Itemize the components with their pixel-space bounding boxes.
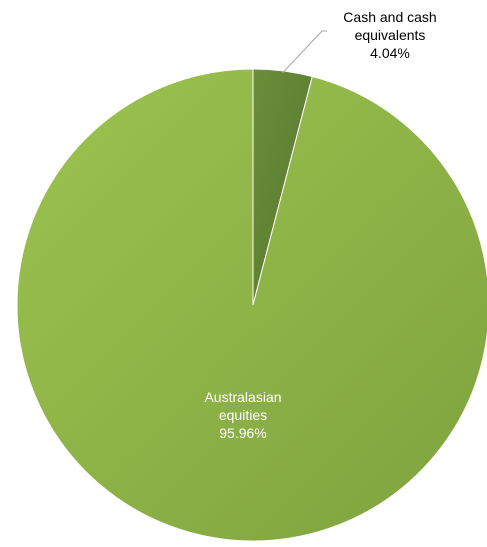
slice-name-line: Australasian [204,389,281,405]
slice-name-line: equivalents [355,27,426,43]
slice-label-1: Australasian equities 95.96% [204,389,281,441]
leader-line-0 [282,30,327,74]
pie-slices [16,68,487,542]
slice-label-0: Cash and cash equivalents 4.04% [343,9,436,61]
slice-value-label: 4.04% [370,45,410,61]
slice-name-line: equities [219,407,267,423]
pie-slice-australasian-equities [16,68,487,542]
slice-labels: Cash and cash equivalents 4.04% Australasia… [204,9,436,441]
slice-name-line: Cash and cash [343,9,436,25]
leader-lines [282,30,327,74]
slice-value-label: 95.96% [219,425,266,441]
